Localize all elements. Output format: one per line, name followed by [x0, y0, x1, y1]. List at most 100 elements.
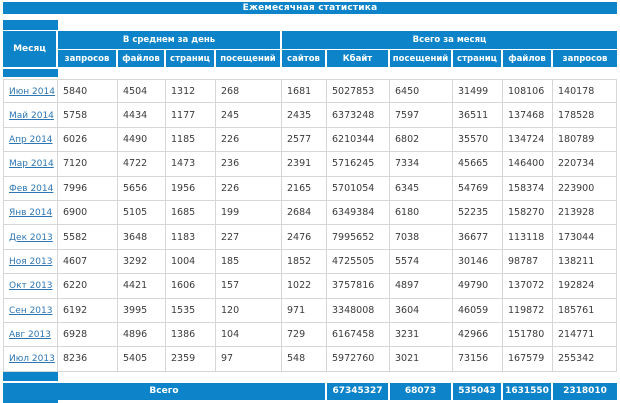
month-cell: Ноя 2013: [3, 249, 58, 275]
month-cell: Авг 2013: [3, 322, 58, 348]
table-row: Окт 2013 6220 4421 1606 157 1022 3757816 4897 49…: [3, 274, 618, 299]
data-cell: 2359: [166, 347, 216, 372]
data-cell: 1183: [166, 225, 216, 250]
data-cell: 4725505: [327, 249, 390, 275]
data-cell: 1956: [166, 176, 216, 201]
data-cell: 971: [282, 298, 327, 323]
data-cell: 98787: [503, 249, 553, 275]
monthly-stats-table: Ежемесячная статистика Месяц В среднем з…: [3, 2, 618, 403]
month-link[interactable]: Май 2014: [9, 110, 54, 121]
data-cell: 6026: [58, 127, 118, 153]
data-cell: 3231: [390, 322, 453, 348]
data-cell: 1852: [282, 249, 327, 275]
data-cell: 2476: [282, 225, 327, 250]
month-link[interactable]: Дек 2013: [9, 232, 53, 243]
column-header: Кбайт: [327, 50, 390, 69]
group-header-row: Месяц В среднем за день Всего за месяц: [3, 31, 618, 69]
month-cell: Апр 2014: [3, 127, 58, 153]
data-cell: 2165: [282, 176, 327, 201]
spacer-row: [3, 69, 617, 79]
month-link[interactable]: Сен 2013: [9, 305, 53, 316]
spacer-row: [3, 20, 617, 31]
data-cell: 6349384: [327, 200, 390, 226]
table-row: Мар 2014 7120 4722 1473 236 2391 5716245 7334 45…: [3, 152, 618, 177]
data-cell: 3757816: [327, 274, 390, 299]
month-link[interactable]: Мар 2014: [9, 159, 54, 170]
data-cell: 6345: [390, 176, 453, 201]
table-row: Апр 2014 6026 4490 1185 226 2577 6210344 6802 35…: [3, 127, 618, 153]
month-cell: Май 2014: [3, 103, 58, 128]
data-cell: 214771: [553, 322, 618, 348]
data-cell: 192824: [553, 274, 618, 299]
column-header: посещений: [216, 50, 282, 69]
total-value-cell: 68073: [390, 382, 453, 400]
data-cell: 8236: [58, 347, 118, 372]
data-cell: 4607: [58, 249, 118, 275]
month-cell: Июл 2013: [3, 347, 58, 372]
data-cell: 729: [282, 322, 327, 348]
data-cell: 180789: [553, 127, 618, 153]
data-cell: 226: [216, 176, 282, 201]
spacer-rest: [58, 69, 617, 79]
month-cell: Янв 2014: [3, 200, 58, 226]
data-cell: 3021: [390, 347, 453, 372]
data-cell: 1185: [166, 127, 216, 153]
data-cell: 1004: [166, 249, 216, 275]
data-cell: 2577: [282, 127, 327, 153]
data-cell: 5405: [118, 347, 166, 372]
data-cell: 3348008: [327, 298, 390, 323]
data-cell: 178528: [553, 103, 618, 128]
table-row: Июн 2014 5840 4504 1312 268 1681 5027853 6450 31…: [3, 79, 618, 104]
month-link[interactable]: Ноя 2013: [9, 256, 53, 267]
data-cell: 31499: [453, 79, 503, 104]
data-cell: 157: [216, 274, 282, 299]
month-link[interactable]: Авг 2013: [9, 330, 51, 341]
data-cell: 140178: [553, 79, 618, 104]
table-row: Ноя 2013 4607 3292 1004 185 1852 4725505 5574 30…: [3, 249, 618, 275]
month-cell: Июн 2014: [3, 79, 58, 104]
data-cell: 3292: [118, 249, 166, 275]
data-cell: 1386: [166, 322, 216, 348]
month-link[interactable]: Фев 2014: [9, 183, 54, 194]
data-cell: 6928: [58, 322, 118, 348]
data-cell: 185: [216, 249, 282, 275]
column-header: страниц: [166, 50, 216, 69]
data-cell: 6192: [58, 298, 118, 323]
data-cell: 1535: [166, 298, 216, 323]
data-cell: 1685: [166, 200, 216, 226]
data-cell: 5105: [118, 200, 166, 226]
column-header: посещений: [390, 50, 453, 69]
month-link[interactable]: Окт 2013: [9, 281, 53, 292]
data-cell: 6167458: [327, 322, 390, 348]
data-cell: 245: [216, 103, 282, 128]
month-link[interactable]: Июн 2014: [9, 86, 55, 97]
column-header: файлов: [118, 50, 166, 69]
month-link[interactable]: Апр 2014: [9, 134, 53, 145]
column-header: запросов: [553, 50, 618, 69]
month-link[interactable]: Июл 2013: [9, 354, 55, 365]
data-cell: 6220: [58, 274, 118, 299]
data-cell: 2435: [282, 103, 327, 128]
data-cell: 120: [216, 298, 282, 323]
data-cell: 548: [282, 347, 327, 372]
spacer-rest: [58, 372, 617, 383]
total-value-cell: 1631550: [503, 382, 553, 400]
data-cell: 6802: [390, 127, 453, 153]
month-cell: Мар 2014: [3, 152, 58, 177]
total-label: Всего: [3, 382, 327, 400]
data-cell: 6450: [390, 79, 453, 104]
month-link[interactable]: Янв 2014: [9, 208, 53, 219]
table-row: Фев 2014 7996 5656 1956 226 2165 5701054 6345 54…: [3, 176, 618, 201]
data-cell: 36677: [453, 225, 503, 250]
table-row: Май 2014 5758 4434 1177 245 2435 6373248 7597 36…: [3, 103, 618, 128]
data-cell: 5716245: [327, 152, 390, 177]
data-cell: 1473: [166, 152, 216, 177]
data-cell: 35570: [453, 127, 503, 153]
data-cell: 5972760: [327, 347, 390, 372]
column-header: страниц: [453, 50, 503, 69]
data-cell: 138211: [553, 249, 618, 275]
data-cell: 6180: [390, 200, 453, 226]
data-cell: 236: [216, 152, 282, 177]
column-header: запросов: [58, 50, 118, 69]
data-cell: 7597: [390, 103, 453, 128]
